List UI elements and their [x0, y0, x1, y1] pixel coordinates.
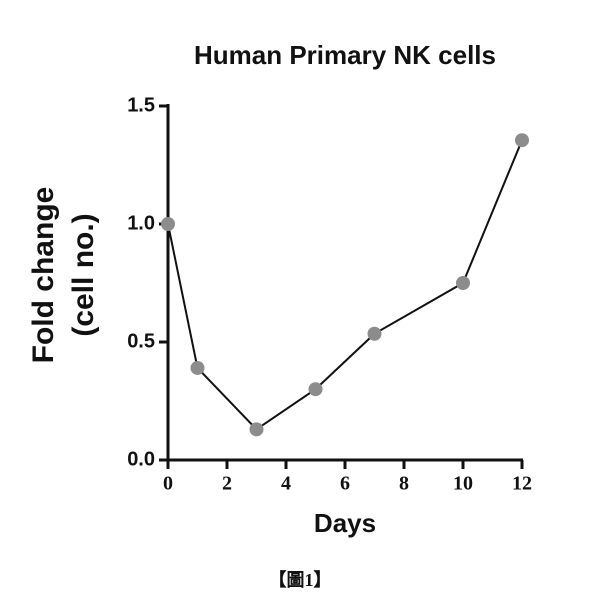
x-tick-label: 8 [399, 473, 409, 495]
x-tick-label: 0 [163, 473, 173, 495]
x-tick-label: 4 [281, 473, 291, 495]
x-tick-label: 2 [222, 473, 232, 495]
y-tick-label: 0.5 [127, 330, 155, 352]
y-tick-label: 1.0 [127, 212, 155, 234]
x-tick-label: 12 [512, 473, 532, 495]
y-tick-label: 1.5 [127, 94, 155, 116]
data-point [367, 326, 382, 341]
y-axis-label: Fold change [27, 187, 60, 364]
x-axis-label: Days [314, 508, 376, 538]
x-tick-label: 10 [453, 473, 473, 495]
x-tick-label: 6 [340, 473, 350, 495]
chart-title: Human Primary NK cells [194, 40, 496, 70]
y-axis-label: (cell no.) [67, 213, 100, 336]
data-point [456, 276, 470, 290]
y-tick-label: 0.0 [127, 448, 155, 470]
caption: 【圖1】 [269, 570, 332, 590]
data-point [515, 133, 529, 148]
data-point [249, 422, 264, 437]
data-point [161, 217, 175, 231]
data-point [190, 360, 205, 375]
data-point [308, 382, 323, 397]
